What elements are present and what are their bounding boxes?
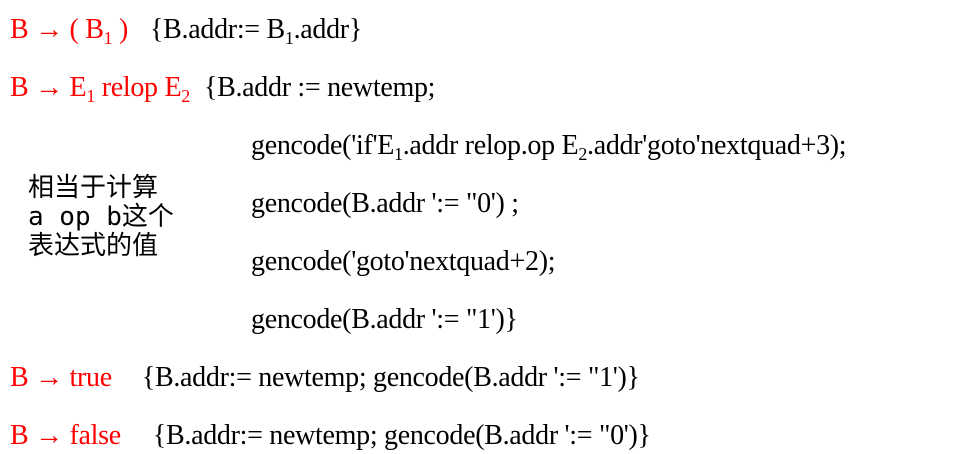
rule-true-production: B → true <box>10 362 112 393</box>
gencode-line-3: gencode('goto'nextquad+2); <box>251 246 556 277</box>
rule-true-action: {B.addr:= newtemp; gencode(B.addr ':= "1… <box>141 362 640 393</box>
rule-relop-action-start: {B.addr := newtemp; <box>203 72 436 103</box>
gencode-line-2: gencode(B.addr ':= "0') ; <box>251 188 519 219</box>
rule-paren-action: {B.addr:= B1.addr} <box>150 14 362 48</box>
side-note-line-2: a op b这个 <box>28 202 174 232</box>
rule-false: B → false {B.addr:= newtemp; gencode(B.ad… <box>10 418 651 454</box>
rule-paren: B → ( B1 ) {B.addr:= B1.addr} <box>10 12 362 48</box>
rule-false-production: B → false <box>10 420 121 451</box>
side-note: 相当于计算 a op b这个 表达式的值 <box>28 174 174 261</box>
rule-true: B → true {B.addr:= newtemp; gencode(B.add… <box>10 360 640 396</box>
side-note-line-3: 表达式的值 <box>28 231 159 261</box>
side-note-line-1: 相当于计算 <box>28 173 159 203</box>
gencode-line-4: gencode(B.addr ':= "1')} <box>251 304 518 335</box>
gencode-line-1: gencode('if'E1.addr relop.op E2.addr'got… <box>251 130 847 164</box>
rule-relop: B → E1 relop E2 {B.addr := newtemp; <box>10 70 435 106</box>
rule-paren-production: B → ( B1 ) <box>10 14 129 48</box>
rule-false-action: {B.addr:= newtemp; gencode(B.addr ':= "0… <box>152 420 651 451</box>
rule-relop-production: B → E1 relop E2 <box>10 72 190 106</box>
